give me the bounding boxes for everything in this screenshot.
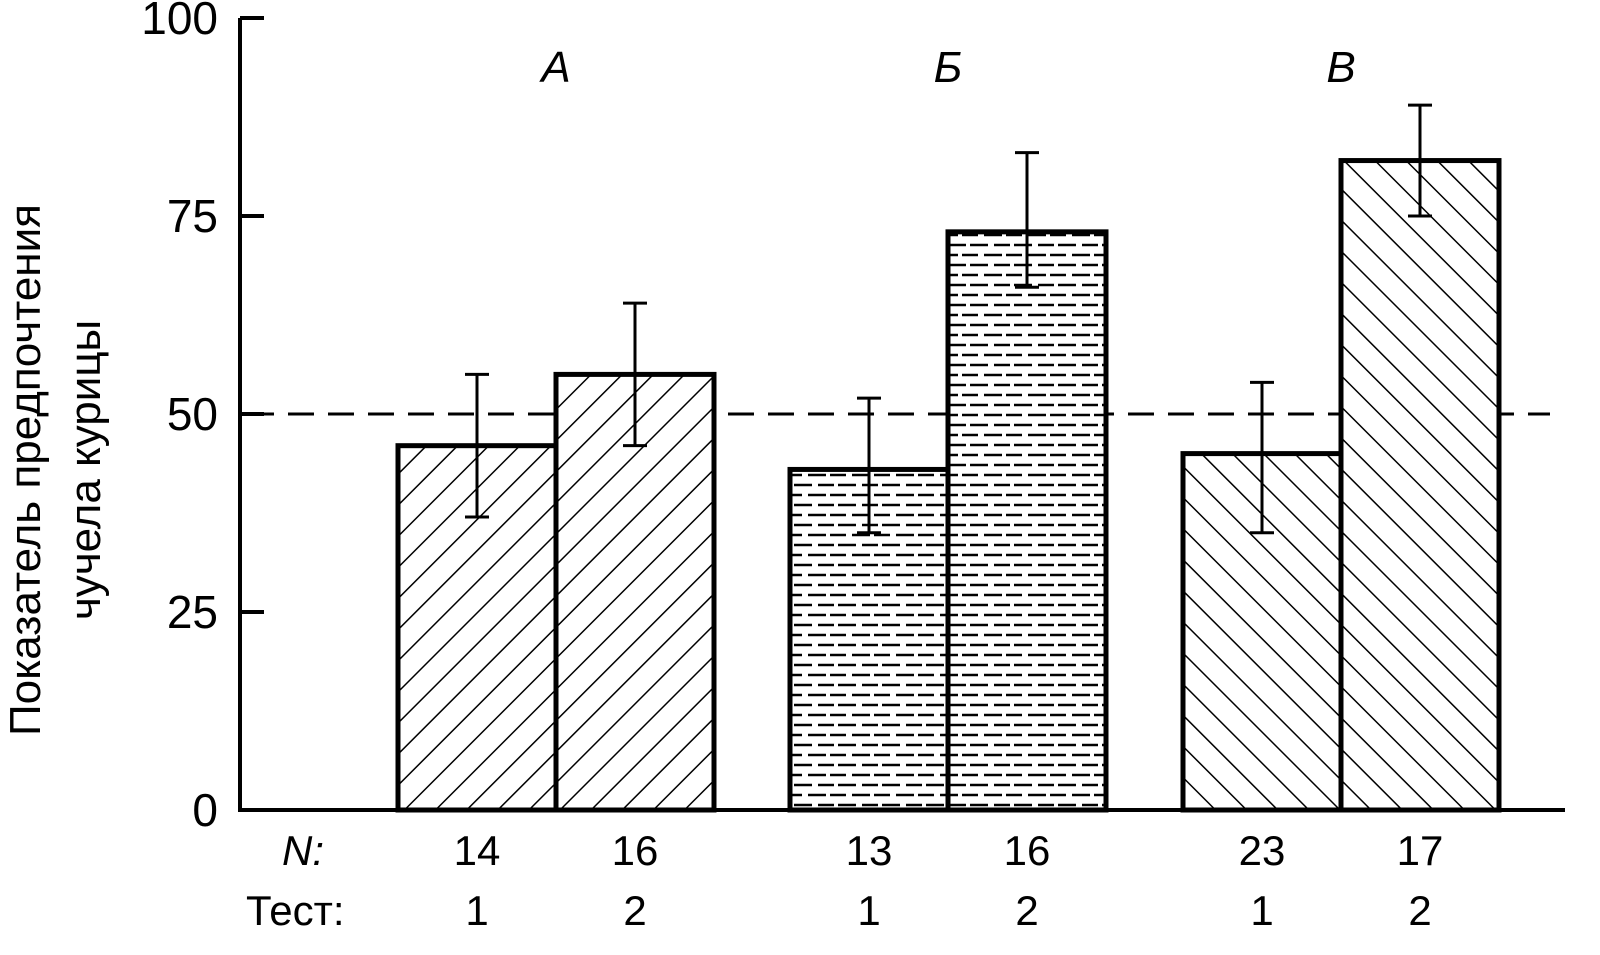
group-label: Б	[934, 43, 963, 92]
y-axis-title-line-2: чучела курицы	[61, 320, 110, 620]
y-axis-title: Показатель предпочтения чучела курицы	[1, 204, 110, 736]
y-axis-title-line-1: Показатель предпочтения	[1, 204, 50, 736]
y-tick-label: 25	[167, 586, 218, 638]
test-number-label: 1	[465, 887, 488, 934]
test-number-label: 1	[1250, 887, 1273, 934]
y-tick-label: 0	[192, 784, 218, 836]
test-number-label: 2	[1015, 887, 1038, 934]
n-value-label: 16	[612, 827, 659, 874]
y-tick-label: 75	[167, 190, 218, 242]
n-value-label: 14	[454, 827, 501, 874]
bar	[1338, 158, 1502, 813]
test-number-label: 1	[857, 887, 880, 934]
bar	[945, 229, 1109, 813]
n-value-label: 16	[1004, 827, 1051, 874]
group-label: А	[538, 43, 570, 92]
n-value-label: 23	[1239, 827, 1286, 874]
test-number-label: 2	[1408, 887, 1431, 934]
error-bars-layer	[465, 103, 1432, 535]
test-number-label: 2	[623, 887, 646, 934]
n-value-label: 13	[846, 827, 893, 874]
group-label: В	[1326, 43, 1355, 92]
test-row-label: Тест:	[246, 887, 345, 934]
y-tick-label: 50	[167, 388, 218, 440]
n-row-label: N:	[282, 827, 324, 874]
bars-layer	[395, 158, 1502, 813]
labels-layer: А 14 1 16 2 Б 13 1 16 2 В 23 1 17 2	[454, 43, 1444, 934]
n-value-label: 17	[1397, 827, 1444, 874]
y-tick-label: 100	[141, 0, 218, 44]
y-axis: 0 25 50 75 100	[141, 0, 264, 836]
